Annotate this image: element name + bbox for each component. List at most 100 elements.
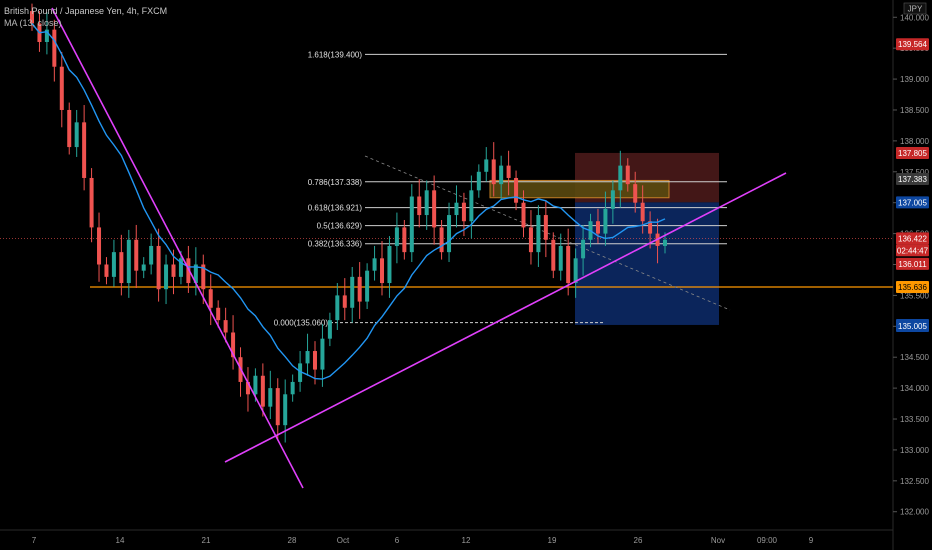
candle-body: [424, 190, 429, 216]
price-badge[interactable]: [896, 146, 929, 159]
indicator-label: MA (13, close): [4, 18, 62, 28]
candle-body: [521, 202, 526, 228]
candle-body: [52, 29, 57, 67]
price-badge[interactable]: [896, 232, 929, 245]
time-tick-label: 9: [809, 536, 814, 545]
candle-body: [573, 258, 578, 284]
price-badge[interactable]: [896, 280, 929, 293]
candle-body: [126, 239, 131, 284]
entry-zone-box[interactable]: [489, 179, 670, 199]
candle-body: [506, 165, 511, 178]
candle-body: [625, 165, 630, 185]
candle-body: [111, 252, 116, 277]
candle-body: [193, 264, 198, 284]
candle-body: [402, 227, 407, 253]
time-tick-label: Nov: [711, 536, 725, 545]
candle-body: [119, 252, 124, 284]
candle-body: [461, 202, 466, 222]
candle-body: [454, 202, 459, 216]
price-tick-label: 133.000: [900, 446, 929, 455]
price-tick-label: 132.500: [900, 477, 929, 486]
candle-body: [476, 171, 481, 191]
candle-body: [648, 221, 653, 234]
candle-body: [357, 276, 362, 302]
candle-body: [305, 351, 310, 364]
price-badge[interactable]: [896, 196, 929, 209]
candle-body: [312, 351, 317, 370]
candle-body: [134, 239, 139, 271]
price-badge-label: 137.383: [898, 175, 927, 184]
time-tick-label: 21: [202, 536, 211, 545]
candle-body: [595, 221, 600, 234]
price-tick-label: 133.500: [900, 415, 929, 424]
candle-body: [89, 177, 94, 228]
descending-trendline[interactable]: [51, 7, 304, 489]
time-tick-label: Oct: [337, 536, 350, 545]
candle-body: [447, 215, 452, 253]
candle-body: [245, 381, 250, 395]
price-badge-label: 136.011: [898, 260, 927, 269]
candle-body: [603, 208, 608, 234]
candle-body: [30, 11, 34, 24]
candle-body: [350, 276, 355, 308]
price-badge[interactable]: [896, 244, 929, 257]
candle-body: [97, 227, 102, 265]
candle-body: [484, 159, 489, 172]
candle-body: [633, 184, 638, 203]
price-badge[interactable]: [896, 38, 929, 51]
currency-badge[interactable]: [903, 2, 927, 15]
candle-body: [74, 122, 79, 148]
price-badge[interactable]: [896, 257, 929, 270]
candle-body: [610, 190, 615, 209]
candle-body: [394, 227, 399, 246]
candle-body: [283, 394, 288, 426]
fib-level-label: 1.618(139.400): [308, 50, 363, 59]
candle-body: [380, 258, 385, 284]
candle-body: [268, 388, 273, 407]
candle-body: [223, 320, 228, 333]
price-badge-label: 02:44:47: [897, 246, 929, 255]
price-tick-label: 134.000: [900, 384, 929, 393]
candle-body: [298, 363, 303, 382]
candle-body: [551, 239, 556, 271]
time-tick-label: 19: [548, 536, 557, 545]
price-tick-label: 139.000: [900, 75, 929, 84]
time-tick-label: 6: [395, 536, 400, 545]
price-badge[interactable]: [896, 173, 929, 186]
price-tick-label: 137.500: [900, 168, 929, 177]
time-tick-label: 12: [462, 536, 471, 545]
candle-body: [432, 190, 437, 228]
price-badge[interactable]: [896, 319, 929, 332]
candle-body: [417, 196, 422, 216]
fib-level-label: 0.382(136.336): [308, 240, 363, 249]
price-badge-label: 136.422: [898, 234, 927, 243]
candle-body: [178, 258, 183, 277]
candle-body: [663, 239, 667, 246]
candle-body: [640, 202, 645, 222]
candle-body: [543, 215, 548, 240]
fib-level-label: 0.000(135.060): [274, 319, 329, 328]
candle-body: [253, 375, 258, 395]
candle-body: [216, 307, 221, 321]
candle-body: [409, 196, 414, 253]
fib-level-label: 0.618(136.921): [308, 204, 363, 213]
price-tick-label: 135.500: [900, 291, 929, 300]
price-tick-label: 134.500: [900, 353, 929, 362]
candle-body: [82, 122, 87, 178]
candle-body: [320, 338, 325, 370]
candle-body: [342, 295, 347, 308]
take-profit-zone[interactable]: [575, 202, 719, 325]
price-tick-label: 138.000: [900, 137, 929, 146]
price-tick-label: 140.000: [900, 13, 929, 22]
chart-title: British Pound / Japanese Yen, 4h, FXCM: [4, 6, 167, 16]
candle-body: [149, 245, 154, 265]
candle-body: [201, 264, 206, 290]
candle-body: [558, 245, 563, 271]
moving-average-line[interactable]: [31, 23, 666, 380]
candle-body: [104, 264, 109, 277]
candle-body: [164, 264, 169, 290]
price-badge-label: 137.805: [898, 149, 927, 158]
ascending-trendline[interactable]: [224, 172, 787, 463]
